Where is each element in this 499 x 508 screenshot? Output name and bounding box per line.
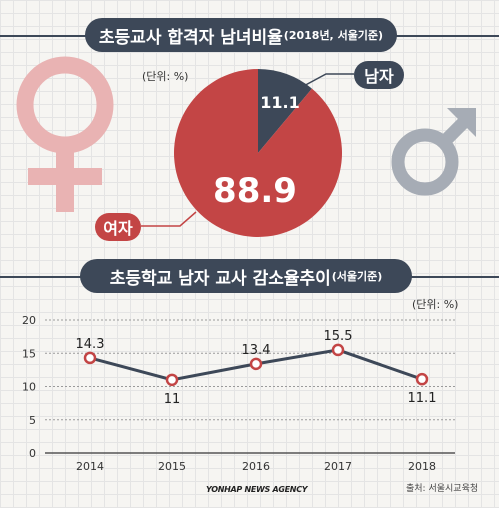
data-label: 11.1 bbox=[408, 391, 437, 406]
bottom-unit-label: (단위: %) bbox=[412, 298, 459, 311]
top-chart-title: 초등교사 합격자 남녀비율 (2018년, 서울기준) bbox=[85, 18, 397, 52]
data-label: 15.5 bbox=[324, 329, 353, 344]
female-symbol-icon bbox=[16, 56, 114, 212]
data-point bbox=[249, 357, 263, 371]
bottom-chart-title: 초등학교 남자 교사 감소율추이 (서울기준) bbox=[80, 259, 412, 293]
data-point bbox=[165, 373, 179, 387]
female-legend-tag: 여자 bbox=[95, 213, 141, 241]
top-unit-label: (단위: %) bbox=[142, 70, 189, 83]
data-point bbox=[415, 372, 429, 386]
female-leader-line bbox=[141, 211, 197, 227]
y-tick-label: 5 bbox=[29, 414, 36, 427]
y-tick-label: 15 bbox=[22, 347, 36, 360]
bottom-chart-title-main: 초등학교 남자 교사 감소율추이 bbox=[109, 268, 331, 289]
pie-data-label-female: 88.9 bbox=[213, 171, 297, 211]
data-point bbox=[331, 343, 345, 357]
x-tick-label: 2014 bbox=[76, 460, 104, 473]
x-tick-label: 2017 bbox=[324, 460, 352, 473]
male-leader-line bbox=[299, 73, 354, 89]
data-point bbox=[83, 351, 97, 365]
data-label: 14.3 bbox=[76, 337, 105, 352]
agency-credit: YONHAP NEWS AGENCY bbox=[206, 485, 308, 494]
top-chart-title-sub: (2018년, 서울기준) bbox=[283, 29, 384, 42]
male-symbol-icon bbox=[391, 108, 476, 196]
bottom-chart-title-sub: (서울기준) bbox=[331, 270, 383, 283]
x-tick-label: 2018 bbox=[408, 460, 436, 473]
data-label: 13.4 bbox=[242, 343, 271, 358]
male-legend-tag: 남자 bbox=[354, 61, 404, 89]
x-tick-label: 2016 bbox=[242, 460, 270, 473]
data-label: 11 bbox=[164, 392, 181, 407]
y-tick-label: 0 bbox=[29, 447, 36, 460]
pie-slice-0 bbox=[258, 69, 312, 153]
source-credit: 출처: 서울시교육청 bbox=[406, 484, 479, 494]
x-tick-label: 2015 bbox=[158, 460, 186, 473]
top-chart-title-main: 초등교사 합격자 남녀비율 bbox=[98, 27, 283, 48]
y-tick-label: 10 bbox=[22, 381, 36, 394]
pie-data-label-male: 11.1 bbox=[260, 93, 299, 112]
y-tick-label: 20 bbox=[22, 314, 36, 327]
pie-slice-1 bbox=[174, 69, 342, 238]
